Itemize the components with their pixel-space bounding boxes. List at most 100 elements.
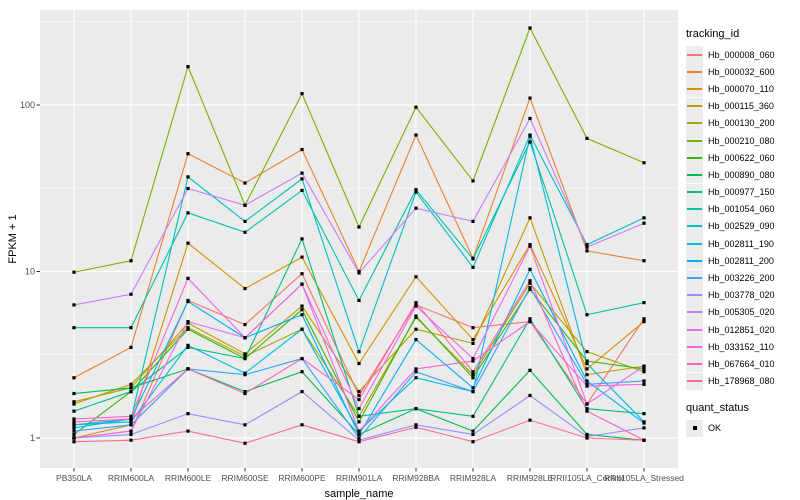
data-point (414, 105, 418, 109)
legend-item-Hb_000115_360: Hb_000115_360 (686, 97, 798, 115)
data-point (585, 367, 589, 371)
data-point (357, 436, 361, 440)
legend-item-Hb_003226_200: Hb_003226_200 (686, 269, 798, 287)
data-point (72, 409, 76, 413)
data-point (642, 161, 646, 165)
series-points (72, 26, 646, 445)
data-point (642, 382, 646, 386)
data-point (300, 282, 304, 286)
legend-line-swatch (687, 122, 702, 125)
data-point (414, 190, 418, 194)
legend-panel: tracking_id Hb_000008_060 Hb_000032_600 Hb… (686, 28, 798, 437)
data-point (243, 352, 247, 356)
legend-title-tracking-id: tracking_id (686, 28, 740, 40)
legend-item-label: Hb_012851_020 (708, 324, 775, 335)
x-tick-label: RRIM600LE (165, 473, 212, 483)
data-point (357, 429, 361, 433)
data-point (414, 301, 418, 305)
data-point (243, 373, 247, 377)
data-point (585, 436, 589, 440)
data-point (186, 241, 190, 245)
data-point (471, 440, 475, 444)
legend-item-label: Hb_000115_360 (708, 101, 774, 112)
legend-key-swatch (686, 217, 703, 235)
data-point (186, 299, 190, 304)
data-point (129, 259, 133, 263)
data-point (243, 391, 247, 396)
legend-line-swatch (687, 380, 702, 383)
data-point (129, 423, 133, 427)
legend-line-swatch (687, 87, 702, 90)
data-point (471, 414, 475, 418)
data-point (414, 425, 418, 429)
legend-item-Hb_001054_060: Hb_001054_060 (686, 200, 798, 218)
legend-line-swatch (687, 294, 702, 297)
legend-items-quant-status: OK (686, 419, 798, 437)
legend-item-label: Hb_000210_080 (708, 135, 775, 146)
legend-key-swatch (686, 63, 703, 81)
data-point (585, 249, 589, 253)
data-point (642, 412, 646, 416)
legend-item-label: Hb_067664_010 (708, 358, 775, 369)
legend-item-Hb_000070_110: Hb_000070_110 (686, 80, 798, 98)
data-point (414, 206, 418, 210)
data-point (585, 384, 589, 388)
data-point (357, 361, 361, 366)
legend-item-Hb_002811_200: Hb_002811_200 (686, 252, 798, 270)
data-point (642, 320, 646, 324)
data-point (357, 393, 361, 398)
x-tick-label: PB350LA (56, 473, 92, 483)
data-point (243, 322, 247, 327)
legend-line-swatch (687, 328, 702, 331)
data-point (471, 370, 475, 374)
legend-item-Hb_002529_090: Hb_002529_090 (686, 217, 798, 235)
legend-line-swatch (687, 191, 702, 194)
data-point (414, 367, 418, 371)
data-point (471, 341, 475, 345)
legend-item-label: Hb_002529_090 (708, 221, 775, 232)
data-point (414, 337, 418, 342)
data-point (357, 350, 361, 354)
data-point (414, 188, 418, 192)
data-point (243, 389, 247, 394)
data-point (528, 320, 532, 324)
x-tick-label: RRIM600SE (221, 473, 269, 483)
x-axis-title: sample_name (324, 488, 393, 500)
data-point (471, 373, 475, 377)
legend-item-Hb_002811_190: Hb_002811_190 (686, 235, 798, 253)
legend-key-swatch (686, 286, 703, 304)
legend-key-swatch (686, 46, 703, 64)
data-point (585, 432, 589, 437)
data-point (585, 359, 589, 363)
data-point (528, 96, 532, 100)
legend-item-Hb_000008_060: Hb_000008_060 (686, 46, 798, 64)
legend-line-swatch (687, 53, 702, 56)
data-point (642, 221, 646, 225)
data-point (357, 414, 361, 418)
x-tick-label: RRIM928BA (392, 473, 440, 483)
legend-item-Hb_012851_020: Hb_012851_020 (686, 321, 798, 339)
data-point (186, 175, 190, 179)
data-point (72, 326, 76, 330)
legend-item-label: Hb_003778_020 (708, 290, 775, 301)
data-point (642, 426, 646, 430)
data-point (528, 116, 532, 121)
data-point (471, 326, 475, 330)
legend-item-Hb_005305_020: Hb_005305_020 (686, 303, 798, 321)
data-point (471, 337, 475, 342)
legend-line-swatch (687, 156, 702, 159)
data-point (186, 343, 190, 347)
legend-item-label: Hb_000977_150 (708, 187, 775, 198)
data-point (642, 367, 646, 371)
data-point (471, 265, 475, 269)
legend-key-swatch (686, 97, 703, 115)
data-point (585, 136, 589, 141)
legend-point-swatch (692, 426, 697, 431)
data-point (300, 272, 304, 276)
data-point (72, 426, 76, 430)
data-point (300, 423, 304, 427)
x-tick-label: RRIM928LE (507, 473, 554, 483)
data-point (642, 438, 646, 442)
data-point (528, 286, 532, 290)
data-point (585, 350, 589, 354)
